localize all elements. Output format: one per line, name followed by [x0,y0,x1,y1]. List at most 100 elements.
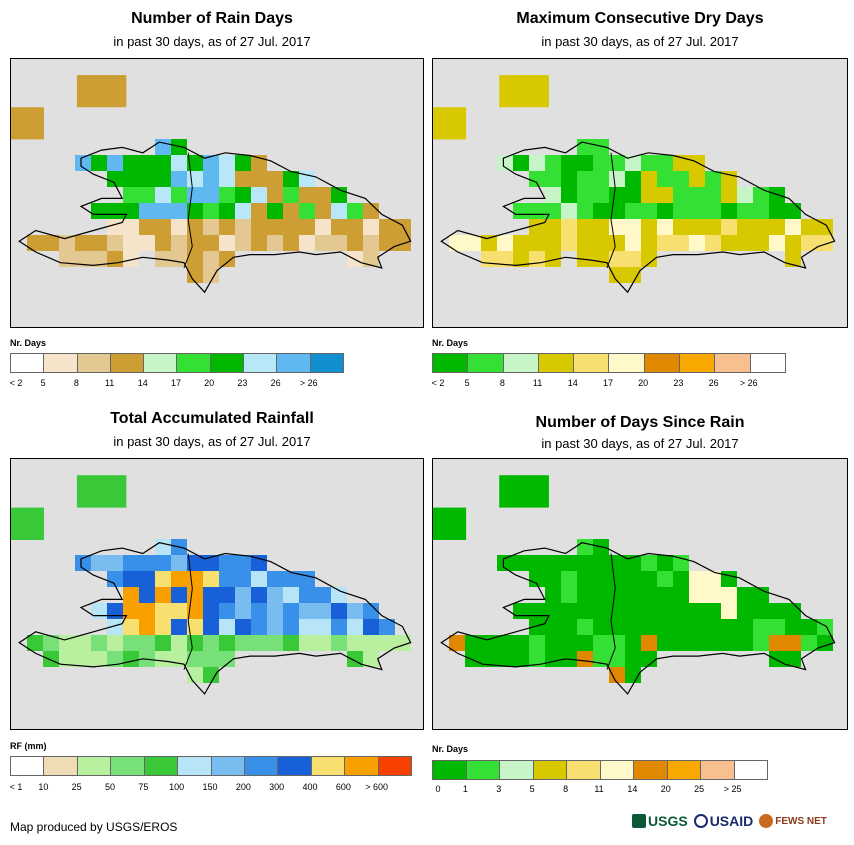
border-line [606,553,616,670]
legend-swatch [144,757,179,775]
grid-cell [641,571,657,587]
legend-swatch [244,757,279,775]
grid-cell [497,651,513,667]
grid-cell [561,203,577,219]
legend-ticks: < 2 5 8 11 14 17 20 23 26 > 26 [10,378,342,390]
border-line [183,553,193,670]
grid-cell [593,251,609,267]
grid-cell [267,203,283,219]
legend-swatch [111,757,145,775]
legend-tick-label: 8 [499,378,505,388]
grid-cell [139,603,155,619]
legend-swatch [310,354,343,372]
legend-tick-label: 26 [270,378,281,388]
grid-cell [465,235,481,251]
grid-cell [107,555,123,571]
grid-cell [219,219,235,235]
grid-cell [577,571,593,587]
grid-cell [465,651,481,667]
grid-cell [267,219,283,235]
grid-cell [107,619,123,635]
grid-cell [331,587,347,603]
grid-cell [203,571,219,587]
grid-cell [593,603,609,619]
grid-cell [283,171,299,187]
grid-cell [689,171,705,187]
legend-tick-label: < 2 [9,378,23,388]
grid-cell [235,603,251,619]
grid-cell [721,619,737,635]
grid-cell [235,219,251,235]
grid-cell [171,203,187,219]
grid-cell [123,555,139,571]
legend-tick-label: 8 [73,378,79,388]
panel-title: Number of Days Since Rain [535,414,745,431]
grid-cell [91,155,107,171]
grid-cell [363,603,379,619]
legend-swatch [609,354,645,372]
grid-cell [609,251,625,267]
legend-swatch [644,354,681,372]
grid-cell [529,251,545,267]
grid-cell [27,635,43,651]
grid-cell [753,235,769,251]
grid-cell [689,635,705,651]
grid-cell [219,251,235,267]
grid-cell [203,587,219,603]
grid-cell [529,555,545,571]
grid-cell [363,651,379,667]
grid-cell [641,219,657,235]
grid-cell [689,187,705,203]
grid-cell [625,619,641,635]
usaid-logo: USAID [693,813,753,829]
grid-cell [299,603,315,619]
grid-cell [363,219,379,235]
map-canvas [11,75,412,294]
grid-cell [363,251,379,267]
legend-tick-label: 5 [40,378,46,388]
legend-swatch [244,354,278,372]
legend-tick-label: 8 [563,784,569,794]
map-canvas [433,75,836,294]
grid-cell [203,619,219,635]
grid-cell [203,651,219,667]
grid-cell [251,603,267,619]
grid-cell [657,203,673,219]
legend-ticks: < 2 5 8 11 14 17 20 23 26 > 26 [432,378,784,390]
grid-cell [737,187,753,203]
grid-cell [785,219,801,235]
grid-cell [625,651,641,667]
island-cell [433,107,467,140]
grid-cell [187,171,203,187]
grid-cell [379,219,395,235]
grid-cell [513,651,529,667]
grid-cell [331,235,347,251]
grid-cell [203,251,219,267]
grid-cell [235,187,251,203]
island-cell [499,75,549,108]
grid-cell [203,203,219,219]
grid-cell [689,619,705,635]
grid-cell [817,235,833,251]
grid-cell [59,251,75,267]
grid-cell [123,587,139,603]
fews-logo: FEWS NET [759,814,827,828]
grid-cell [625,251,641,267]
grid-cell [203,555,219,571]
legend-swatch [278,757,312,775]
grid-cell [123,155,139,171]
grid-cell [347,235,363,251]
grid-cell [769,635,785,651]
legend-tick-label: > 600 [365,782,389,792]
grid-cell [123,219,139,235]
legend-tick-label: 14 [137,378,148,388]
grid-cell [107,635,123,651]
grid-cell [545,635,561,651]
grid-cell [561,603,577,619]
grid-cell [577,587,593,603]
grid-cell [155,587,171,603]
grid-cell [625,187,641,203]
legend-swatch [750,354,785,372]
legend-swatch [734,761,767,779]
grid-cell [673,187,689,203]
